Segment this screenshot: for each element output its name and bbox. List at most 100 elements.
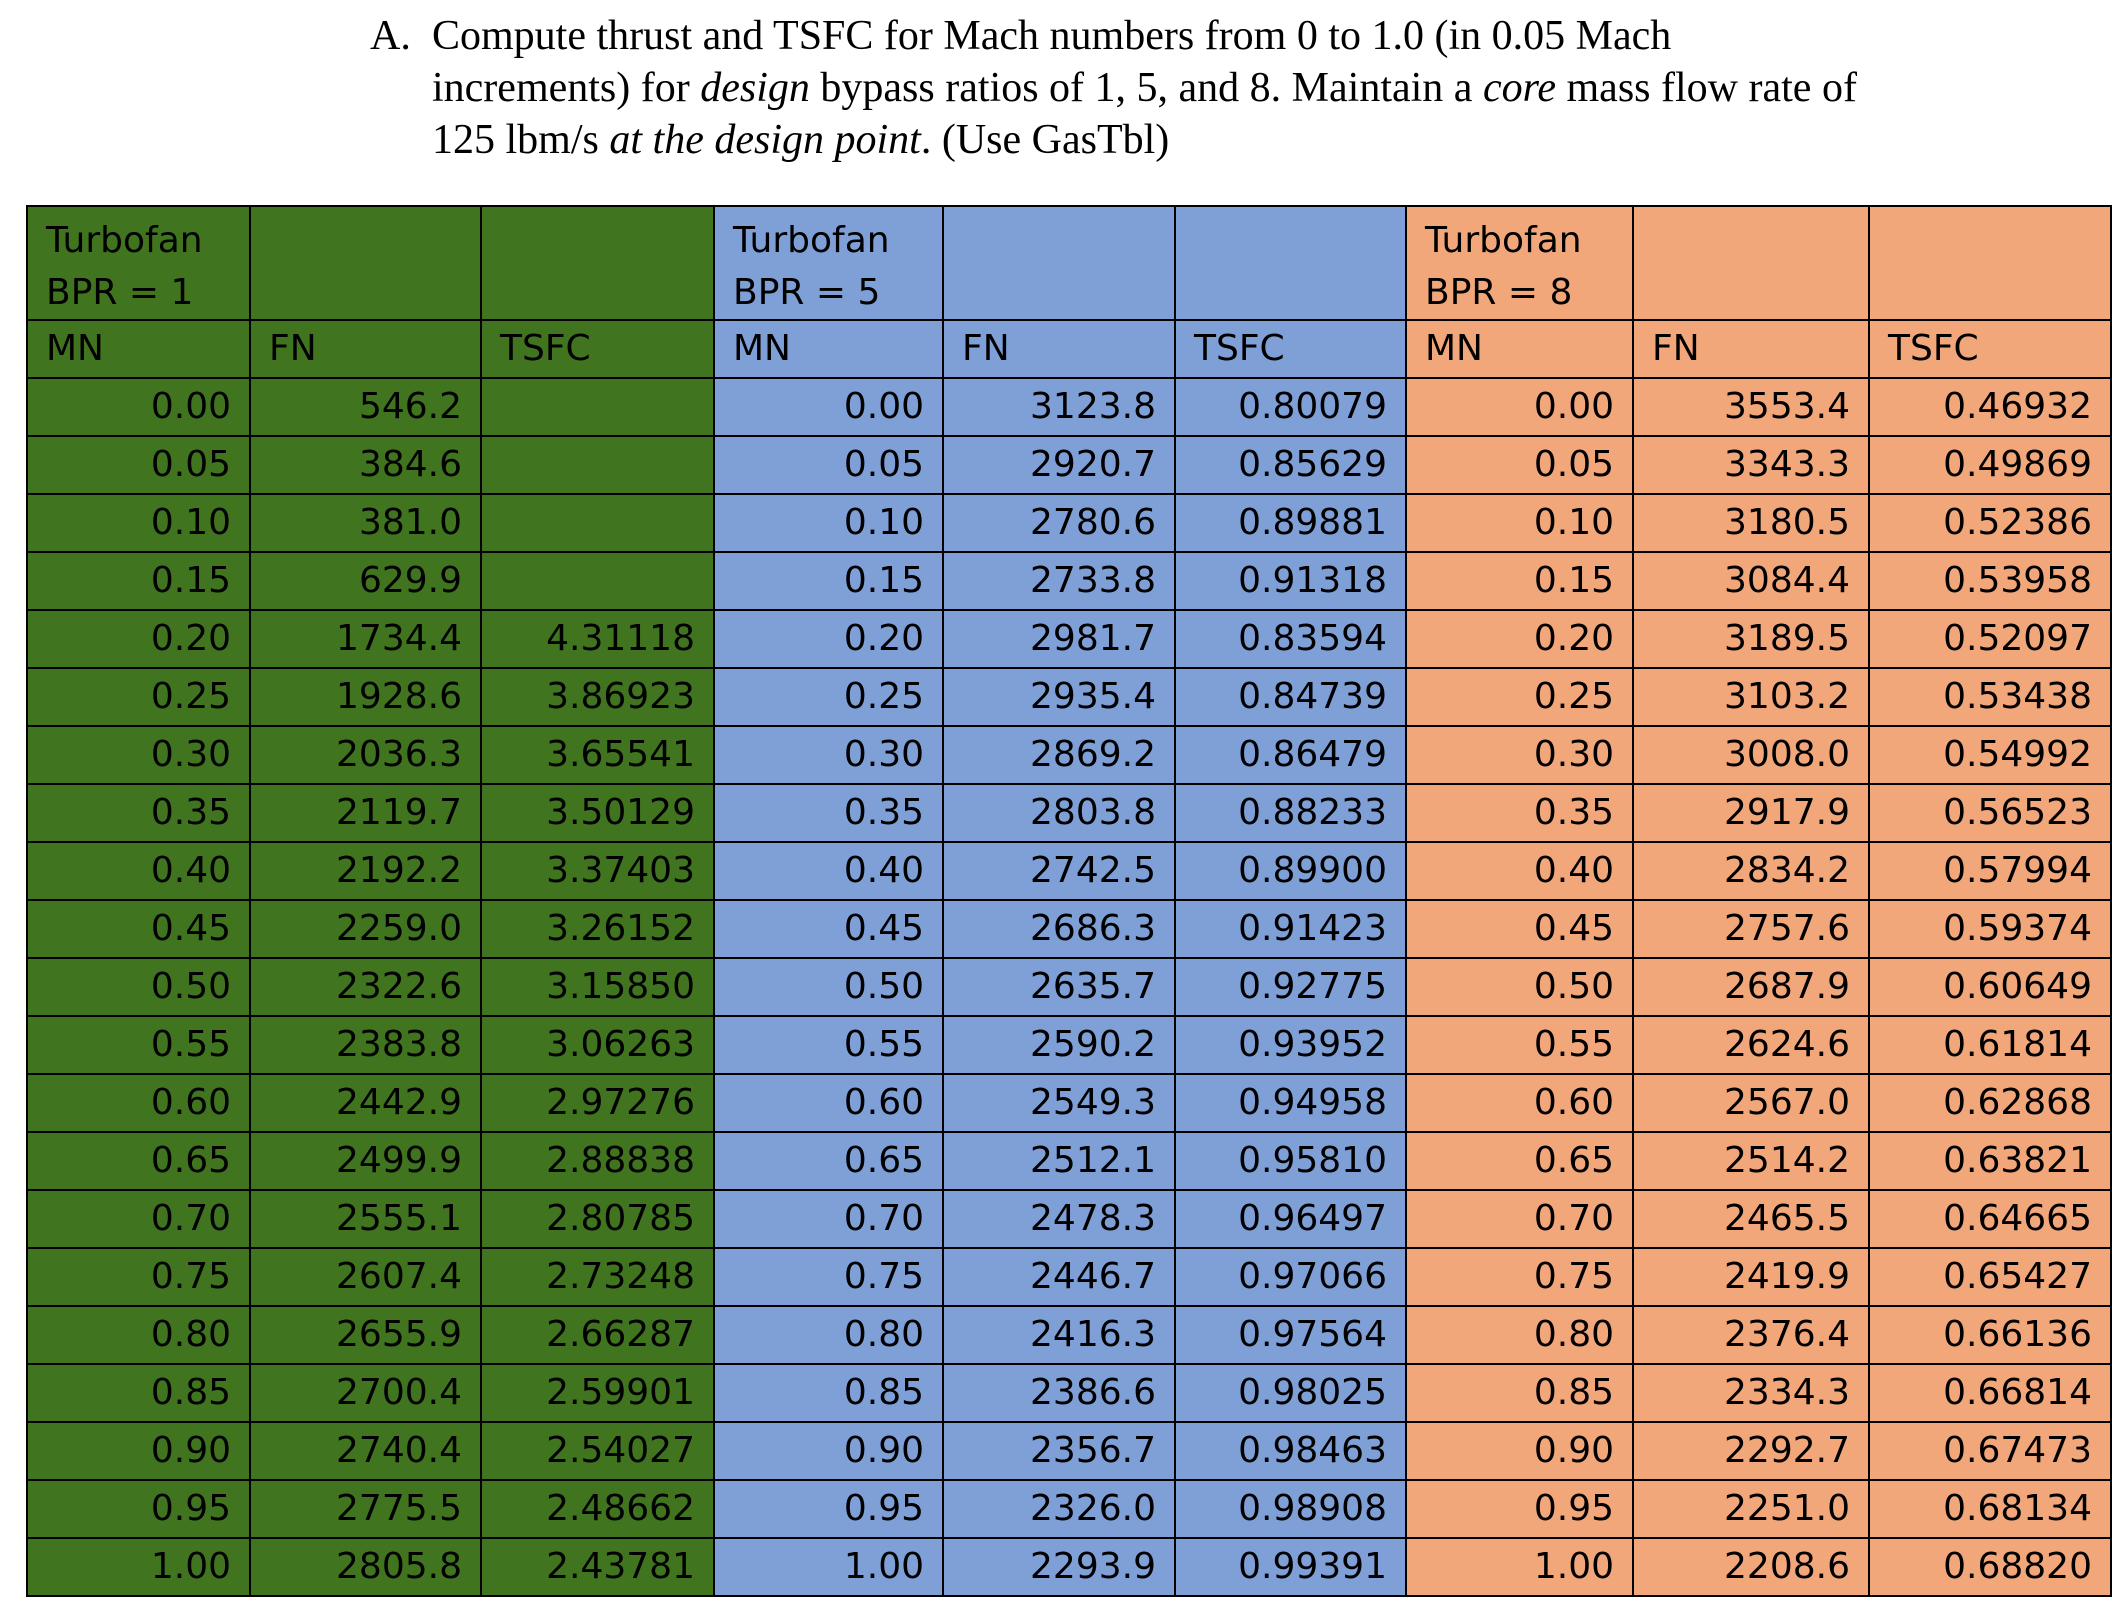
bpr1-fn-cell: 2607.4 — [249, 1247, 482, 1307]
bpr8-tsfc-cell: 0.61814 — [1868, 1015, 2112, 1075]
bpr1-tsfc-cell: 2.66287 — [480, 1305, 715, 1365]
column-header-row: MN FN TSFC MN FN TSFC MN FN TSFC — [26, 319, 2112, 379]
problem-text: Compute thrust and TSFC for Mach numbers… — [432, 10, 1970, 166]
table-row: 0.65 2499.9 2.88838 0.65 2512.1 0.95810 0.65 25… — [26, 1131, 2112, 1191]
bpr8-mn-cell: 0.75 — [1405, 1247, 1634, 1307]
bpr1-tsfc-cell — [480, 493, 715, 553]
bpr5-mn-cell: 0.00 — [713, 377, 944, 437]
bpr1-fn-cell: 2775.5 — [249, 1479, 482, 1539]
table-row: 0.85 2700.4 2.59901 0.85 2386.6 0.98025 0.85 23… — [26, 1363, 2112, 1423]
table-row: 0.40 2192.2 3.37403 0.40 2742.5 0.89900 0.40 28… — [26, 841, 2112, 901]
group-title-bpr5: Turbofan BPR = 5 — [713, 205, 944, 321]
bpr8-tsfc-cell: 0.66814 — [1868, 1363, 2112, 1423]
bpr8-mn-cell: 0.10 — [1405, 493, 1634, 553]
bpr1-mn-cell: 0.50 — [26, 957, 251, 1017]
bpr5-tsfc-cell: 0.88233 — [1174, 783, 1407, 843]
bpr5-mn-cell: 0.75 — [713, 1247, 944, 1307]
bpr8-fn-cell: 3008.0 — [1632, 725, 1870, 785]
bpr5-tsfc-cell: 0.93952 — [1174, 1015, 1407, 1075]
bpr1-fn-cell: 629.9 — [249, 551, 482, 611]
column-header: TSFC — [480, 319, 715, 379]
bpr8-fn-cell: 2514.2 — [1632, 1131, 1870, 1191]
bpr8-tsfc-cell: 0.60649 — [1868, 957, 2112, 1017]
bpr8-tsfc-cell: 0.54992 — [1868, 725, 2112, 785]
bpr5-tsfc-cell: 0.85629 — [1174, 435, 1407, 495]
group-title-empty — [1868, 205, 2112, 321]
bpr5-fn-cell: 2780.6 — [942, 493, 1176, 553]
table-row: 0.25 1928.6 3.86923 0.25 2935.4 0.84739 0.25 31… — [26, 667, 2112, 727]
bpr5-tsfc-cell: 0.98025 — [1174, 1363, 1407, 1423]
bpr8-fn-cell: 3084.4 — [1632, 551, 1870, 611]
bpr1-fn-cell: 2322.6 — [249, 957, 482, 1017]
table-row: 0.50 2322.6 3.15850 0.50 2635.7 0.92775 0.50 26… — [26, 957, 2112, 1017]
bpr1-mn-cell: 0.20 — [26, 609, 251, 669]
bpr8-fn-cell: 2208.6 — [1632, 1537, 1870, 1597]
bpr1-fn-cell: 2036.3 — [249, 725, 482, 785]
bpr5-mn-cell: 0.40 — [713, 841, 944, 901]
column-header: MN — [713, 319, 944, 379]
bpr8-tsfc-cell: 0.46932 — [1868, 377, 2112, 437]
problem-line-2: increments) for design bypass ratios of … — [432, 65, 1857, 111]
bpr1-mn-cell: 0.65 — [26, 1131, 251, 1191]
group-title-empty — [1632, 205, 1870, 321]
bpr1-fn-cell: 2700.4 — [249, 1363, 482, 1423]
problem-line-1: Compute thrust and TSFC for Mach numbers… — [432, 13, 1672, 59]
bpr5-mn-cell: 0.25 — [713, 667, 944, 727]
bpr8-tsfc-cell: 0.53958 — [1868, 551, 2112, 611]
bpr5-tsfc-cell: 0.84739 — [1174, 667, 1407, 727]
bpr5-mn-cell: 0.85 — [713, 1363, 944, 1423]
bpr1-mn-cell: 0.00 — [26, 377, 251, 437]
bpr1-mn-cell: 0.45 — [26, 899, 251, 959]
bpr1-mn-cell: 0.40 — [26, 841, 251, 901]
bpr5-tsfc-cell: 0.91318 — [1174, 551, 1407, 611]
bpr8-mn-cell: 0.90 — [1405, 1421, 1634, 1481]
bpr5-fn-cell: 2590.2 — [942, 1015, 1176, 1075]
bpr1-tsfc-cell: 3.15850 — [480, 957, 715, 1017]
bpr1-fn-cell: 2192.2 — [249, 841, 482, 901]
bpr5-mn-cell: 0.30 — [713, 725, 944, 785]
bpr5-fn-cell: 2635.7 — [942, 957, 1176, 1017]
bpr5-tsfc-cell: 0.95810 — [1174, 1131, 1407, 1191]
bpr8-tsfc-cell: 0.52386 — [1868, 493, 2112, 553]
bpr5-fn-cell: 2803.8 — [942, 783, 1176, 843]
bpr8-tsfc-cell: 0.57994 — [1868, 841, 2112, 901]
group-title-row: Turbofan BPR = 1 Turbofan BPR = 5 Turbofan… — [26, 205, 2112, 321]
bpr5-mn-cell: 0.70 — [713, 1189, 944, 1249]
bpr5-fn-cell: 2920.7 — [942, 435, 1176, 495]
bpr1-tsfc-cell: 2.88838 — [480, 1131, 715, 1191]
bpr5-mn-cell: 0.95 — [713, 1479, 944, 1539]
table-row: 0.30 2036.3 3.65541 0.30 2869.2 0.86479 0.30 30… — [26, 725, 2112, 785]
bpr1-mn-cell: 0.95 — [26, 1479, 251, 1539]
bpr8-mn-cell: 0.65 — [1405, 1131, 1634, 1191]
bpr1-mn-cell: 0.35 — [26, 783, 251, 843]
bpr5-tsfc-cell: 0.96497 — [1174, 1189, 1407, 1249]
bpr8-mn-cell: 0.55 — [1405, 1015, 1634, 1075]
bpr1-tsfc-cell — [480, 551, 715, 611]
bpr5-tsfc-cell: 0.94958 — [1174, 1073, 1407, 1133]
problem-line-3: 125 lbm/s at the design point. (Use GasT… — [432, 117, 1170, 163]
bpr1-fn-cell: 2655.9 — [249, 1305, 482, 1365]
bpr5-fn-cell: 2935.4 — [942, 667, 1176, 727]
bpr8-fn-cell: 2834.2 — [1632, 841, 1870, 901]
bpr8-tsfc-cell: 0.59374 — [1868, 899, 2112, 959]
bpr1-fn-cell: 1734.4 — [249, 609, 482, 669]
table-row: 0.15 629.9 0.15 2733.8 0.91318 0.15 3084.4 0.53… — [26, 551, 2112, 611]
bpr5-tsfc-cell: 0.83594 — [1174, 609, 1407, 669]
bpr5-fn-cell: 2686.3 — [942, 899, 1176, 959]
bpr5-mn-cell: 0.50 — [713, 957, 944, 1017]
bpr5-mn-cell: 0.20 — [713, 609, 944, 669]
table-row: 0.05 384.6 0.05 2920.7 0.85629 0.05 3343.3 0.49… — [26, 435, 2112, 495]
bpr1-mn-cell: 0.90 — [26, 1421, 251, 1481]
bpr8-tsfc-cell: 0.49869 — [1868, 435, 2112, 495]
bpr1-tsfc-cell: 2.54027 — [480, 1421, 715, 1481]
bpr8-tsfc-cell: 0.68820 — [1868, 1537, 2112, 1597]
bpr1-fn-cell: 2555.1 — [249, 1189, 482, 1249]
bpr1-tsfc-cell: 2.48662 — [480, 1479, 715, 1539]
bpr8-tsfc-cell: 0.56523 — [1868, 783, 2112, 843]
bpr8-mn-cell: 0.95 — [1405, 1479, 1634, 1539]
bpr1-fn-cell: 2499.9 — [249, 1131, 482, 1191]
bpr1-tsfc-cell: 3.06263 — [480, 1015, 715, 1075]
bpr8-mn-cell: 1.00 — [1405, 1537, 1634, 1597]
bpr8-tsfc-cell: 0.52097 — [1868, 609, 2112, 669]
bpr1-fn-cell: 2259.0 — [249, 899, 482, 959]
